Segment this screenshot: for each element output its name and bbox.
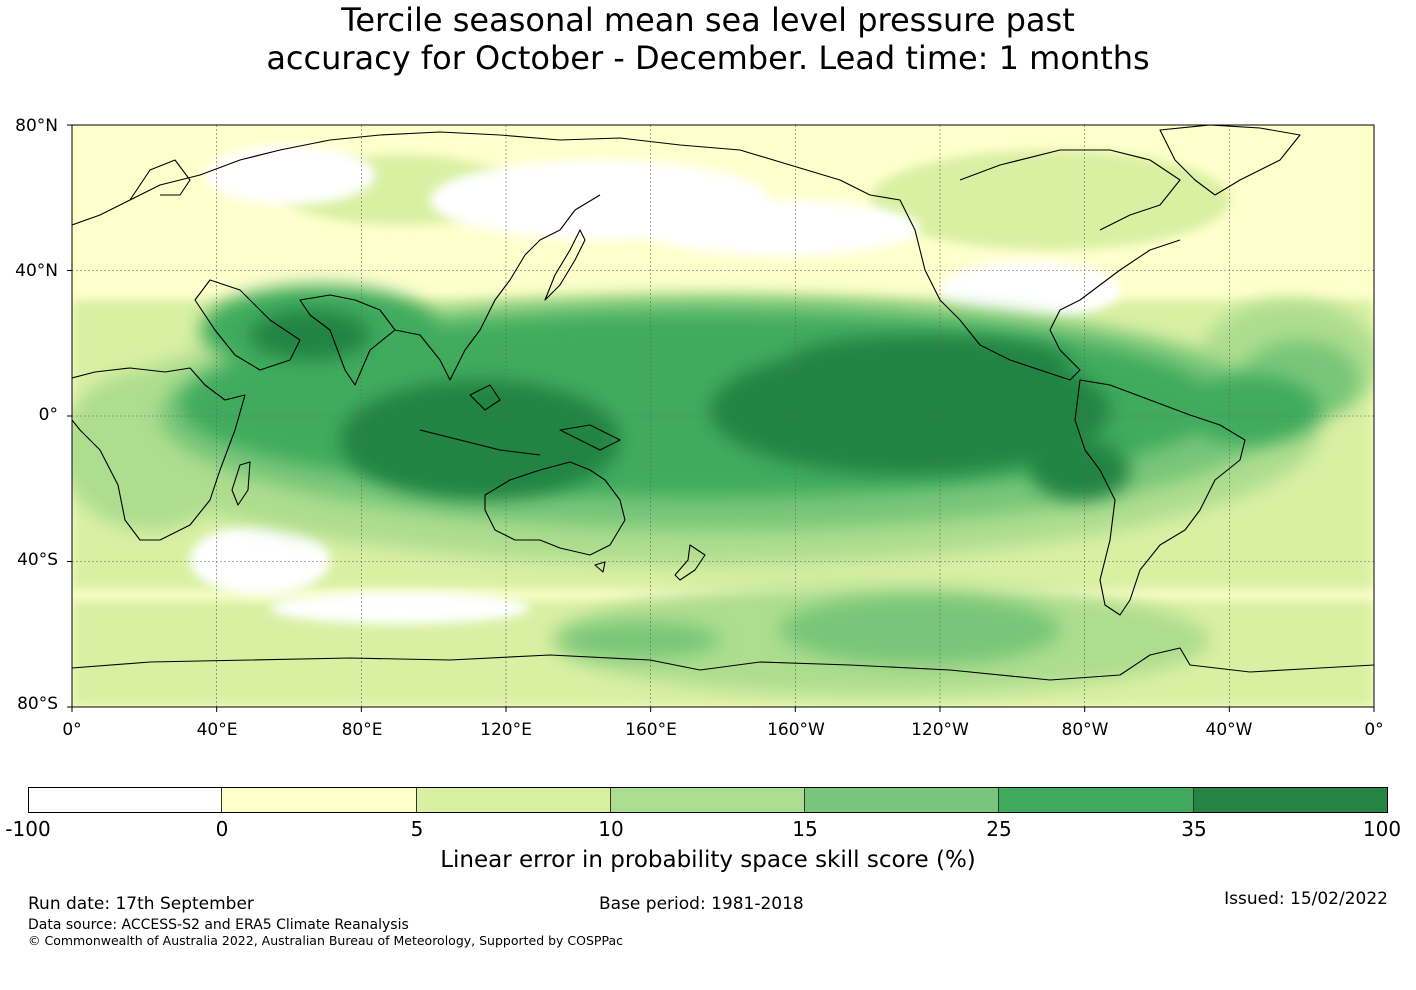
copyright: © Commonwealth of Australia 2022, Austra… (28, 933, 623, 948)
colorbar-segment (28, 788, 223, 812)
lat-tick-40n: 40°N (15, 261, 58, 281)
colorbar-segment (1193, 788, 1388, 812)
chart-title-line-1: Tercile seasonal mean sea level pressure… (341, 1, 1075, 39)
graticule (72, 125, 1374, 707)
lat-tick-0: 0° (38, 405, 58, 425)
colorbar-label: 10 (598, 817, 624, 841)
lat-tick-80s: 80°S (17, 694, 58, 714)
lon-tick-160e: 160°E (625, 720, 677, 740)
lon-tick-160w: 160°W (767, 720, 825, 740)
lon-tick-40w: 40°W (1205, 720, 1253, 740)
colorbar-label: 25 (986, 817, 1012, 841)
run-date: Run date: 17th September (28, 894, 254, 914)
colorbar-label: 100 (1362, 817, 1402, 841)
colorbar-label: 15 (792, 817, 818, 841)
colorbar-segment (999, 788, 1194, 812)
lon-tick-40e: 40°E (196, 720, 238, 740)
colorbar-label: 5 (410, 817, 424, 841)
colorbar-label: 0 (215, 817, 229, 841)
lon-tick-80w: 80°W (1061, 720, 1109, 740)
lat-tick-80n: 80°N (15, 116, 58, 136)
base-period: Base period: 1981-2018 (599, 894, 804, 914)
colorbar-segment (610, 788, 806, 812)
data-source: Data source: ACCESS-S2 and ERA5 Climate … (28, 917, 409, 933)
skill-field (72, 125, 1374, 707)
chart-title-line-2: accuracy for October - December. Lead ti… (266, 39, 1150, 77)
lon-tick-0-east: 0° (1364, 720, 1384, 740)
colorbar-segment (416, 788, 611, 812)
coastlines (72, 125, 1374, 681)
lon-tick-120w: 120°W (911, 720, 969, 740)
colorbar-label: 35 (1181, 817, 1207, 841)
lon-tick-0-west: 0° (62, 720, 82, 740)
lat-tick-40s: 40°S (17, 550, 58, 570)
colorbar-label: -100 (5, 817, 51, 841)
lon-tick-80e: 80°E (341, 720, 383, 740)
lon-tick-120e: 120°E (480, 720, 532, 740)
colorbar-segment (805, 788, 1000, 812)
colorbar-segment (222, 788, 417, 812)
issued-date: Issued: 15/02/2022 (1224, 889, 1388, 909)
colorbar-title: Linear error in probability space skill … (440, 847, 976, 873)
